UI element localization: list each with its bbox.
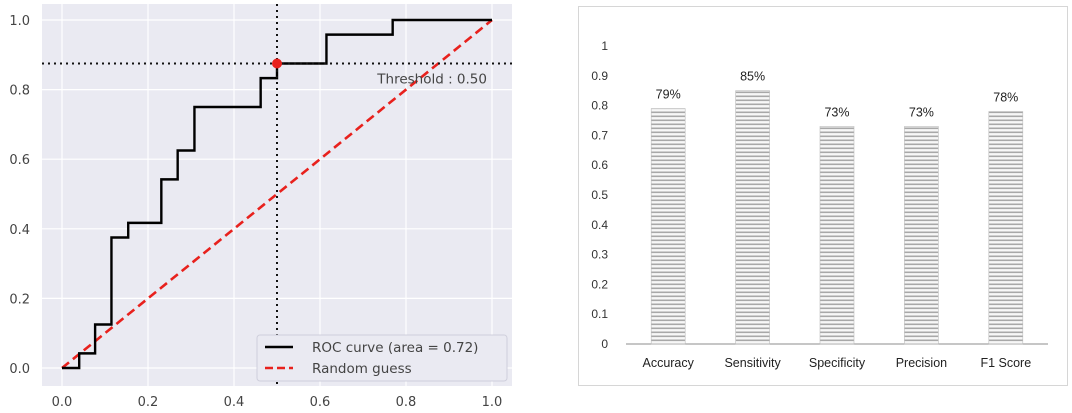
roc-x-tick-label: 0.2 [138,395,159,408]
metrics-category-label: Sensitivity [724,356,781,370]
metrics-bar-chart: 0 0.1 0.2 0.3 0.4 0.5 0.6 0.7 0.8 0.9 1 79% Accuracy… [591,39,1048,370]
metrics-bar-value-label: 73% [909,105,934,119]
roc-chart-panel: 0.0 0.2 0.4 0.6 0.8 1.0 0.0 0.2 0.4 0.6 0.8 1.0 Thre… [0,0,530,410]
roc-y-tick-label: 0.8 [9,84,30,99]
metrics-bar [650,108,686,345]
metrics-category-label: Precision [896,356,947,370]
metrics-y-tick-label: 0.5 [591,188,608,202]
metrics-y-tick-label: 0.9 [591,69,608,83]
metrics-bar-value-label: 85% [740,70,765,84]
metrics-bar-value-label: 79% [656,88,681,102]
threshold-label: Threshold : 0.50 [376,72,487,88]
roc-y-tick-label: 0.4 [9,223,30,238]
legend-label-random: Random guess [312,361,412,377]
metrics-y-tick-label: 0.2 [591,277,608,291]
metrics-y-tick-label: 0.6 [591,158,608,172]
metrics-category-label: Specificity [809,356,866,370]
metrics-y-tick-label: 1 [601,39,608,53]
metrics-y-tick-label: 0.4 [591,218,608,232]
metrics-chart-panel: 0 0.1 0.2 0.3 0.4 0.5 0.6 0.7 0.8 0.9 1 79% Accuracy… [578,6,1068,402]
roc-legend: ROC curve (area = 0.72) Random guess [256,334,508,382]
metrics-y-tick-label: 0.7 [591,128,608,142]
legend-label-roc: ROC curve (area = 0.72) [312,340,478,356]
metrics-category-label: Accuracy [642,356,694,370]
roc-x-tick-label: 0.8 [396,395,417,408]
metrics-y-tick-label: 0.8 [591,99,608,113]
metrics-bar-value-label: 73% [824,105,849,119]
metrics-y-tick-label: 0 [601,337,608,351]
metrics-bar [904,126,939,345]
roc-chart: 0.0 0.2 0.4 0.6 0.8 1.0 0.0 0.2 0.4 0.6 0.8 1.0 Thre… [9,4,512,410]
metrics-bar [988,111,1024,345]
roc-x-tick-label: 0.0 [52,395,73,408]
roc-y-tick-label: 0.0 [9,362,30,377]
roc-x-tick-label: 0.6 [310,395,331,408]
roc-curve-line [62,18,492,370]
metrics-y-tick-label: 0.3 [591,248,608,262]
roc-y-tick-label: 0.6 [9,153,30,168]
roc-legend-box [256,334,508,382]
metrics-y-tick-label: 0.1 [591,307,608,321]
roc-x-tick-label: 0.4 [224,395,245,408]
roc-x-tick-label: 1.0 [482,395,503,408]
metrics-bar [819,126,855,345]
roc-y-tick-label: 0.2 [9,292,30,307]
metrics-bar-value-label: 78% [993,91,1018,105]
metrics-category-label: F1 Score [980,356,1031,370]
metrics-bar [735,90,770,345]
threshold-point [272,58,282,69]
roc-y-tick-label: 1.0 [9,14,30,29]
random-guess-line [61,18,493,370]
